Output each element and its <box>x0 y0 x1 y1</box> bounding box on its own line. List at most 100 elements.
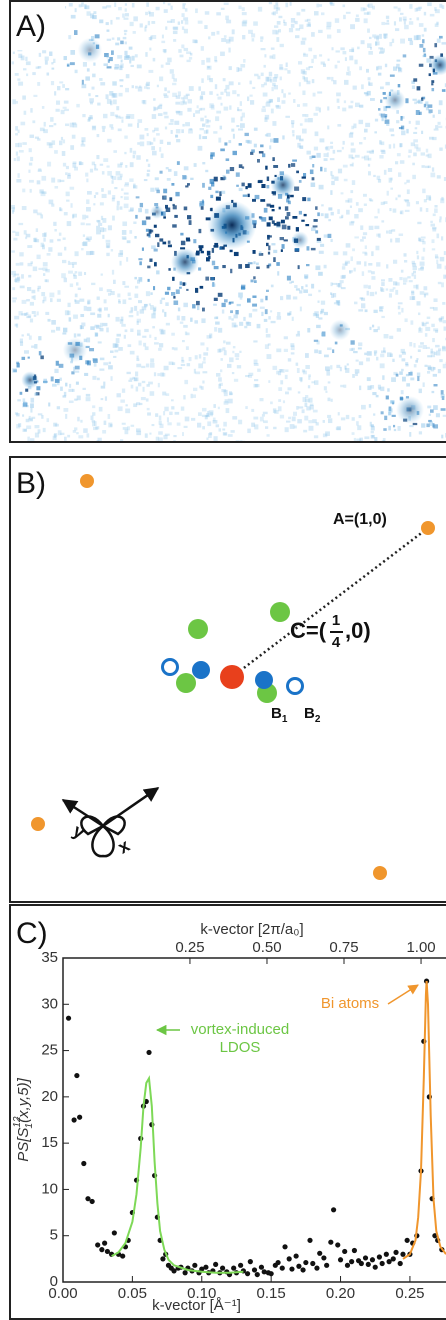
speckle <box>254 280 257 283</box>
speckle <box>388 410 392 416</box>
speckle <box>349 163 353 167</box>
speckle <box>243 59 246 63</box>
speckle <box>80 222 85 226</box>
speckle <box>172 92 177 97</box>
data-point <box>77 1114 83 1120</box>
speckle <box>150 358 155 363</box>
speckle <box>266 100 272 104</box>
speckle <box>65 191 70 197</box>
speckle <box>90 250 94 255</box>
y-tick-label: 5 <box>50 1227 58 1244</box>
speckle <box>122 13 125 18</box>
speckle <box>418 268 421 271</box>
speckle <box>108 365 113 370</box>
speckle <box>59 81 64 84</box>
speckle <box>26 73 29 77</box>
speckle <box>312 419 317 424</box>
speckle <box>273 249 278 254</box>
speckle <box>403 19 407 22</box>
fit-line <box>402 981 446 1260</box>
speckle <box>208 186 212 190</box>
speckle <box>281 100 286 104</box>
speckle <box>201 78 204 83</box>
speckle <box>223 393 228 397</box>
speckle <box>400 210 404 215</box>
speckle <box>165 204 168 209</box>
speckle <box>156 270 160 275</box>
speckle <box>144 128 149 131</box>
speckle <box>167 244 172 248</box>
b1-peak <box>255 671 273 689</box>
speckle <box>355 372 358 377</box>
speckle <box>53 123 57 126</box>
speckle <box>205 169 209 173</box>
speckle <box>104 396 108 401</box>
speckle <box>128 379 133 382</box>
speckle <box>21 299 27 304</box>
speckle <box>56 326 61 331</box>
speckle <box>129 162 134 168</box>
speckle <box>106 165 110 168</box>
speckle <box>344 57 347 62</box>
speckle <box>99 19 104 24</box>
speckle <box>220 358 223 361</box>
speckle <box>228 140 232 144</box>
speckle <box>153 224 157 228</box>
y-label-prefix: PS[S <box>15 1128 32 1162</box>
speckle <box>395 28 400 32</box>
speckle <box>299 145 304 149</box>
speckle <box>39 189 44 194</box>
speckle <box>133 403 138 408</box>
speckle <box>139 277 143 283</box>
speckle <box>352 85 357 90</box>
speckle <box>303 77 308 82</box>
speckle <box>399 143 402 148</box>
speckle <box>161 40 166 44</box>
speckle <box>431 88 435 92</box>
speckle <box>364 436 370 440</box>
speckle <box>372 324 375 328</box>
speckle <box>160 153 164 158</box>
speckle <box>199 128 204 131</box>
b1-label: B1 <box>271 705 288 725</box>
speckle <box>381 116 384 122</box>
speckle <box>107 414 111 419</box>
speckle <box>77 416 80 422</box>
speckle <box>172 26 178 30</box>
speckle <box>302 128 307 134</box>
speckle <box>163 49 167 54</box>
speckle <box>272 365 278 370</box>
speckle <box>37 288 40 292</box>
speckle <box>381 282 385 287</box>
speckle <box>198 228 202 234</box>
speckle <box>428 111 432 115</box>
speckle <box>110 175 113 179</box>
speckle <box>286 198 290 203</box>
speckle <box>24 312 28 316</box>
speckle <box>154 342 159 345</box>
speckle <box>208 433 212 439</box>
speckle <box>238 67 243 72</box>
speckle <box>360 40 365 45</box>
speckle <box>418 63 424 67</box>
speckle <box>148 381 153 385</box>
speckle <box>98 406 103 412</box>
speckle <box>289 1 292 6</box>
speckle <box>184 20 189 25</box>
speckle <box>379 363 385 369</box>
speckle <box>120 63 124 69</box>
b2-letter: B <box>304 705 315 722</box>
speckle <box>427 153 432 159</box>
speckle <box>435 350 441 356</box>
speckle <box>265 328 268 333</box>
speckle <box>18 222 24 226</box>
speckle <box>412 265 417 271</box>
speckle <box>114 343 119 348</box>
speckle <box>390 400 395 404</box>
speckle <box>62 237 66 240</box>
speckle <box>422 247 426 252</box>
speckle <box>378 108 381 111</box>
speckle <box>133 377 138 382</box>
speckle <box>320 166 323 172</box>
